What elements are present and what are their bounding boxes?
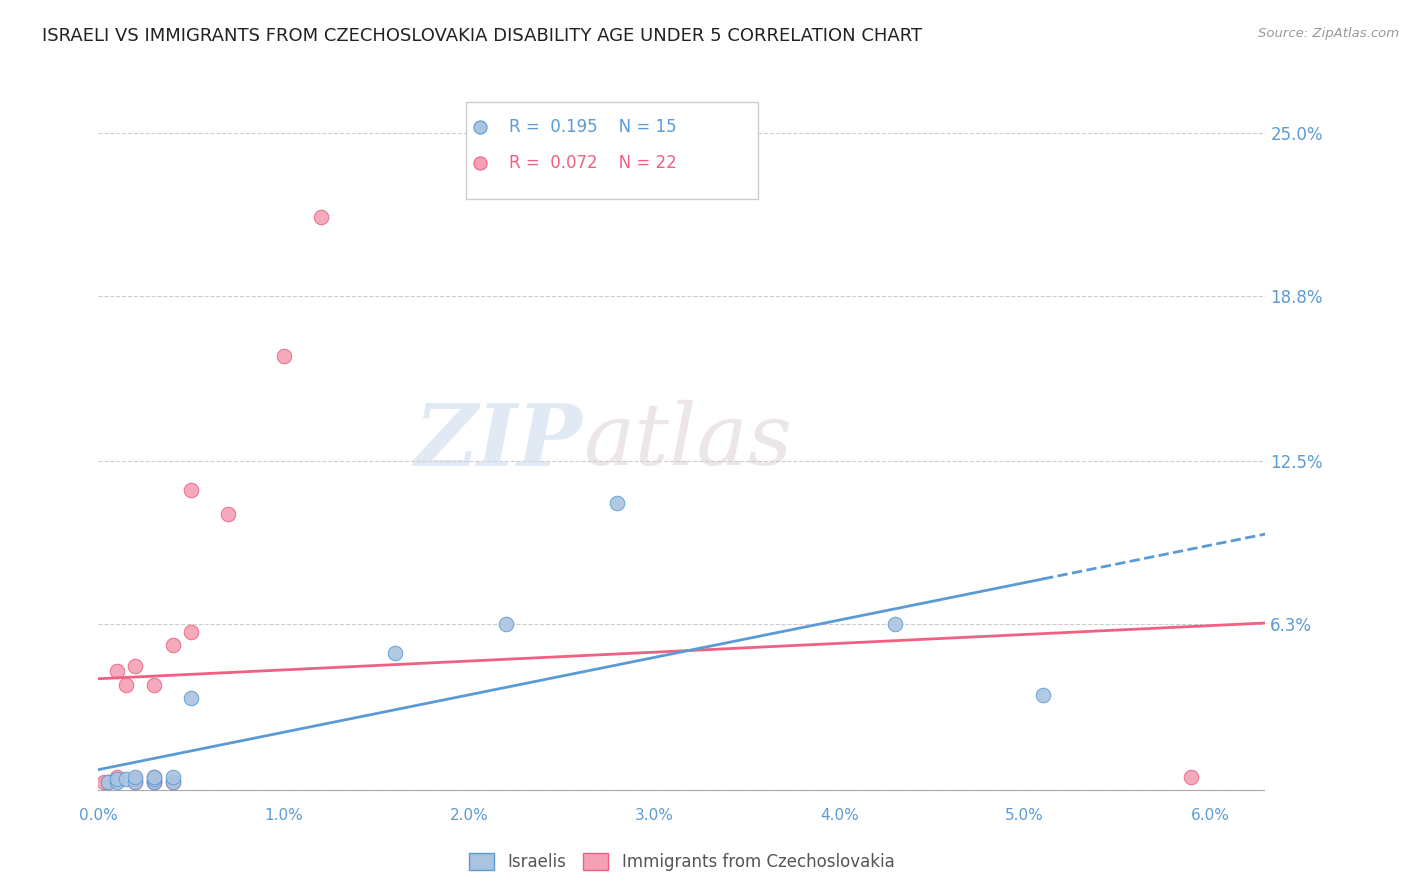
Point <box>162 774 184 789</box>
Point <box>143 774 166 789</box>
Point <box>143 774 166 789</box>
Point <box>124 774 146 789</box>
Text: R =  0.072    N = 22: R = 0.072 N = 22 <box>509 154 676 172</box>
Point <box>495 617 517 632</box>
Point <box>143 770 166 784</box>
Point <box>309 210 332 224</box>
Point <box>162 770 184 784</box>
Point <box>1180 770 1202 784</box>
Point <box>124 772 146 786</box>
Point <box>124 770 146 784</box>
Point <box>384 646 406 660</box>
Point <box>180 690 202 705</box>
Text: atlas: atlas <box>582 401 792 483</box>
Point <box>105 774 128 789</box>
Point <box>97 774 120 789</box>
Point <box>97 774 120 789</box>
Point <box>180 483 202 497</box>
Point <box>217 507 239 521</box>
Point <box>105 772 128 786</box>
Point <box>143 774 166 789</box>
Text: ISRAELI VS IMMIGRANTS FROM CZECHOSLOVAKIA DISABILITY AGE UNDER 5 CORRELATION CHA: ISRAELI VS IMMIGRANTS FROM CZECHOSLOVAKI… <box>42 27 922 45</box>
Point <box>143 677 166 691</box>
Point <box>115 772 138 786</box>
Text: ZIP: ZIP <box>415 400 582 483</box>
Point <box>124 774 146 789</box>
Point <box>143 772 166 786</box>
FancyBboxPatch shape <box>465 102 758 200</box>
Point <box>606 496 628 510</box>
Point <box>162 774 184 789</box>
Point <box>162 638 184 652</box>
Point <box>93 774 115 789</box>
Point <box>884 617 907 632</box>
Point <box>105 770 128 784</box>
Point <box>180 625 202 640</box>
Legend: Israelis, Immigrants from Czechoslovakia: Israelis, Immigrants from Czechoslovakia <box>463 846 901 878</box>
Text: R =  0.195    N = 15: R = 0.195 N = 15 <box>509 119 676 136</box>
Point <box>105 772 128 786</box>
Point <box>115 677 138 691</box>
Point <box>105 665 128 679</box>
Point <box>1032 688 1054 702</box>
Point <box>124 659 146 673</box>
Point <box>273 349 295 363</box>
Point <box>143 770 166 784</box>
Text: Source: ZipAtlas.com: Source: ZipAtlas.com <box>1258 27 1399 40</box>
